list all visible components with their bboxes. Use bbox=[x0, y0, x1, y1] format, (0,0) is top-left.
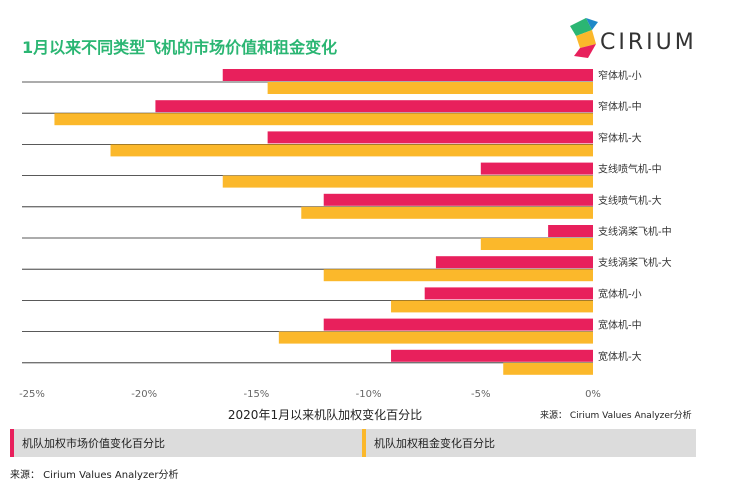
category-label: 支线涡桨飞机-大 bbox=[598, 256, 672, 269]
bar-market bbox=[391, 349, 593, 362]
bar-market bbox=[435, 256, 593, 269]
bar-market bbox=[155, 100, 594, 113]
category-label: 宽体机-中 bbox=[598, 319, 642, 332]
category-label: 支线喷气机-大 bbox=[598, 194, 662, 207]
bar-rent bbox=[278, 331, 593, 344]
bar-market bbox=[323, 318, 593, 331]
category-label: 窄体机-中 bbox=[598, 100, 642, 113]
bar-rent bbox=[391, 300, 593, 313]
category-label: 支线涡桨飞机-中 bbox=[598, 225, 672, 238]
bar-rent bbox=[503, 362, 593, 375]
bar-rent bbox=[480, 238, 593, 250]
cirium-logo-icon bbox=[570, 18, 598, 58]
legend-swatch-rent bbox=[362, 429, 366, 457]
x-tick-label: -20% bbox=[131, 389, 157, 400]
x-tick-label: -5% bbox=[471, 389, 490, 400]
source-note-inline: 来源： Cirium Values Analyzer分析 bbox=[540, 411, 692, 421]
category-label: 窄体机-大 bbox=[598, 131, 642, 144]
logo-text: CIRIUM bbox=[600, 30, 697, 55]
legend-item-rent: 机队加权租金变化百分比 bbox=[362, 429, 495, 457]
x-tick-label: 0% bbox=[585, 389, 601, 400]
bar-market bbox=[323, 193, 593, 206]
category-label: 宽体机-小 bbox=[598, 287, 642, 300]
bar-rent bbox=[110, 144, 593, 157]
bar-rent bbox=[54, 113, 593, 126]
source-note-bottom: 来源： Cirium Values Analyzer分析 bbox=[10, 470, 179, 481]
bar-market bbox=[480, 162, 593, 175]
category-label: 宽体机-大 bbox=[598, 350, 642, 363]
x-axis-label: 2020年1月以来机队加权变化百分比 bbox=[227, 408, 423, 422]
chart-title: 1月以来不同类型飞机的市场价值和租金变化 bbox=[22, 38, 338, 57]
bar-rent bbox=[323, 269, 593, 282]
x-tick-label: -25% bbox=[19, 389, 45, 400]
x-tick-label: -10% bbox=[356, 389, 382, 400]
legend-label-rent: 机队加权租金变化百分比 bbox=[374, 437, 495, 450]
bar-market bbox=[424, 287, 593, 300]
bar-market bbox=[548, 225, 593, 237]
bar-rent bbox=[301, 206, 593, 219]
legend: 机队加权市场价值变化百分比 机队加权租金变化百分比 bbox=[10, 429, 696, 457]
x-tick-label: -15% bbox=[243, 389, 269, 400]
bar-market bbox=[267, 131, 593, 144]
bar-rent bbox=[267, 82, 593, 94]
legend-label-market: 机队加权市场价值变化百分比 bbox=[22, 437, 165, 450]
bar-market bbox=[222, 69, 594, 81]
legend-item-market: 机队加权市场价值变化百分比 bbox=[10, 429, 165, 457]
bar-rent bbox=[222, 175, 594, 188]
category-label: 支线喷气机-中 bbox=[598, 163, 662, 176]
legend-swatch-market bbox=[10, 429, 14, 457]
category-label: 窄体机-小 bbox=[598, 69, 642, 82]
